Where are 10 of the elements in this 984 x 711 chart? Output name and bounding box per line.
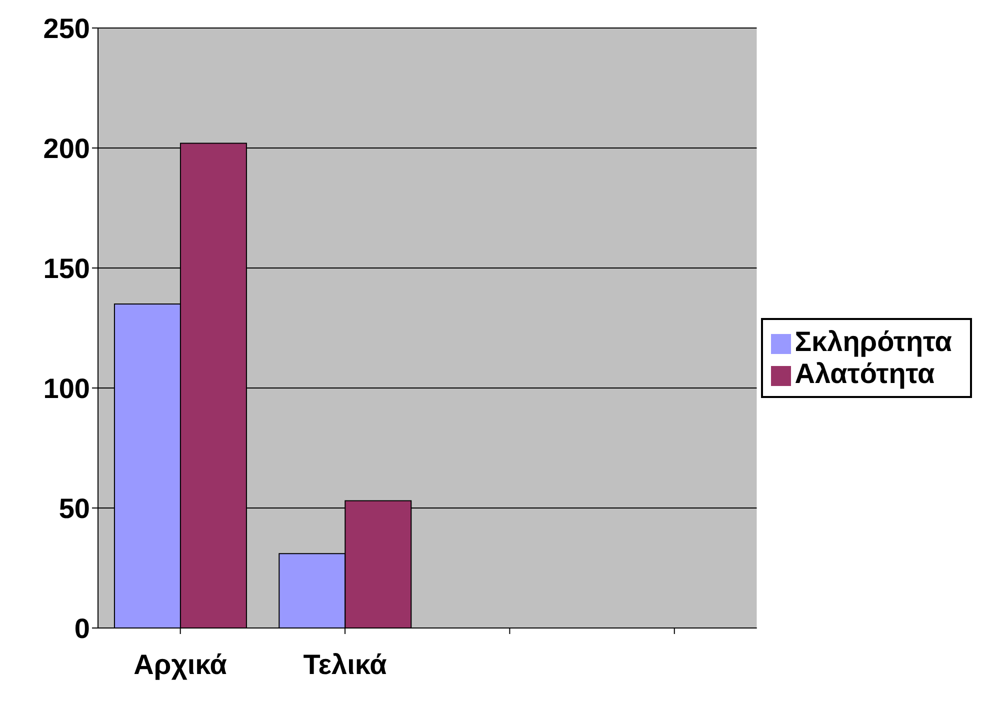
y-tick-label: 100 <box>43 372 90 404</box>
y-tick-label: 250 <box>43 12 90 44</box>
x-tick-label: Αρχικά <box>134 648 228 680</box>
y-tick-label: 50 <box>58 492 90 524</box>
y-tick-label: 150 <box>43 252 90 284</box>
legend-label: Αλατότητα <box>794 358 935 389</box>
x-tick-label: Τελικά <box>303 648 387 680</box>
y-tick-label: 0 <box>74 612 90 644</box>
y-tick-label: 200 <box>43 132 90 164</box>
legend-label: Σκληρότητα <box>794 326 952 357</box>
